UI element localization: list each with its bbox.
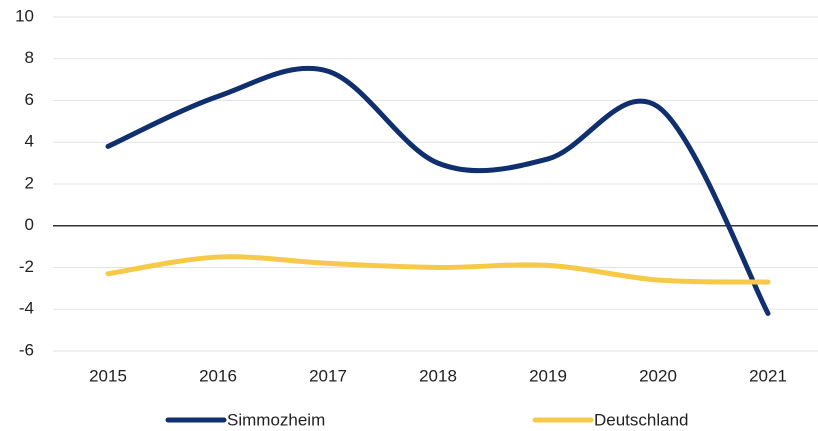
y-tick-label: -2 [19, 257, 34, 276]
y-tick-label: 0 [25, 215, 34, 234]
y-tick-label: 8 [25, 48, 34, 67]
series-line [105, 254, 771, 285]
x-tick-label: 2019 [529, 366, 567, 385]
x-tick-label: 2015 [89, 366, 127, 385]
x-tick-label: 2016 [199, 366, 237, 385]
y-tick-label: 10 [15, 6, 34, 25]
y-tick-label: -4 [19, 299, 34, 318]
legend-label: Simmozheim [227, 410, 325, 429]
y-tick-label: 2 [25, 173, 34, 192]
x-tick-label: 2017 [309, 366, 347, 385]
x-tick-label: 2021 [749, 366, 787, 385]
y-tick-label: -6 [19, 340, 34, 359]
series-line [105, 65, 771, 316]
x-tick-label: 2018 [419, 366, 457, 385]
x-tick-label: 2020 [639, 366, 677, 385]
y-tick-label: 4 [25, 132, 34, 151]
y-tick-label: 6 [25, 90, 34, 109]
legend-label: Deutschland [594, 410, 689, 429]
